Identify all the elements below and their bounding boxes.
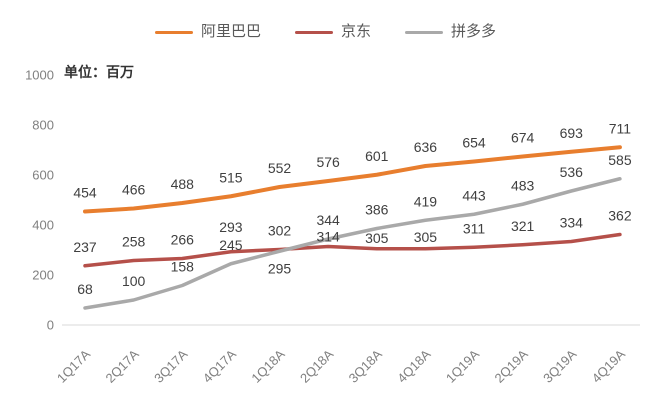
data-label-0-2: 488: [171, 176, 195, 192]
x-tick-label: 2Q18A: [297, 346, 336, 385]
data-label-2-5: 344: [316, 212, 340, 228]
data-label-2-1: 100: [122, 273, 146, 289]
data-label-2-2: 158: [171, 259, 195, 275]
y-tick-label: 600: [32, 168, 54, 183]
x-tick-label: 1Q19A: [443, 346, 482, 385]
data-label-1-8: 311: [463, 220, 486, 236]
series-line-0: [83, 145, 622, 214]
legend-label-jd: 京东: [340, 23, 371, 40]
legend-item-pdd[interactable]: 拼多多: [405, 22, 496, 42]
data-label-1-7: 305: [414, 229, 438, 245]
data-label-1-4: 302: [268, 223, 292, 239]
data-label-1-0: 237: [73, 239, 97, 255]
x-tick-label: 2Q17A: [103, 346, 142, 385]
x-tick-label: 2Q19A: [492, 346, 531, 385]
data-label-2-4: 295: [268, 260, 292, 276]
unit-label: 单位：百万: [64, 64, 134, 80]
x-tick-label: 3Q18A: [346, 346, 385, 385]
y-tick-label: 800: [32, 118, 54, 133]
legend-item-jd[interactable]: 京东: [294, 22, 371, 42]
chart-legend: 阿里巴巴 京东 拼多多: [0, 22, 651, 42]
data-label-2-6: 386: [365, 202, 389, 218]
data-label-0-10: 693: [560, 125, 584, 141]
jd-line-swatch: [294, 30, 333, 34]
x-tick-label: 1Q17A: [54, 346, 93, 385]
data-label-1-5: 314: [316, 229, 340, 245]
data-label-0-1: 466: [122, 182, 146, 198]
data-label-2-10: 536: [560, 164, 584, 180]
x-tick-label: 4Q18A: [394, 346, 433, 385]
data-label-2-9: 483: [511, 177, 535, 193]
series-line-2: [83, 177, 622, 310]
y-tick-label: 0: [47, 318, 54, 333]
data-label-1-6: 305: [365, 230, 389, 246]
x-tick-label: 3Q17A: [151, 346, 190, 385]
data-label-0-3: 515: [219, 169, 243, 185]
data-label-0-6: 601: [365, 148, 389, 164]
data-label-0-7: 636: [414, 139, 438, 155]
y-tick-label: 1000: [25, 68, 54, 83]
data-label-1-9: 321: [511, 218, 535, 234]
legend-label-alibaba: 阿里巴巴: [200, 23, 261, 40]
data-label-1-1: 258: [122, 234, 146, 250]
data-label-1-10: 334: [560, 215, 584, 231]
data-label-0-4: 552: [268, 160, 292, 176]
pdd-line-swatch: [405, 30, 443, 34]
series-line-1: [83, 232, 622, 268]
data-label-0-5: 576: [316, 154, 340, 170]
data-label-1-11: 362: [608, 208, 632, 224]
data-label-2-7: 419: [414, 193, 438, 209]
y-tick-label: 400: [32, 218, 54, 233]
data-label-2-0: 68: [77, 281, 93, 297]
data-label-2-8: 443: [462, 187, 486, 203]
x-tick-label: 4Q19A: [589, 346, 628, 385]
y-tick-label: 200: [32, 268, 54, 283]
data-label-0-9: 674: [511, 130, 535, 146]
data-label-1-3: 293: [219, 219, 243, 235]
alibaba-line-swatch: [154, 30, 193, 34]
data-label-2-3: 245: [219, 237, 243, 253]
data-label-0-11: 711: [609, 120, 632, 136]
x-tick-label: 3Q19A: [540, 346, 579, 385]
x-tick-label: 4Q17A: [200, 346, 239, 385]
data-label-2-11: 585: [608, 152, 632, 168]
data-label-0-8: 654: [462, 135, 486, 151]
legend-label-pdd: 拼多多: [451, 23, 497, 40]
data-label-0-0: 454: [73, 185, 97, 201]
x-tick-label: 1Q18A: [248, 346, 287, 385]
legend-item-alibaba[interactable]: 阿里巴巴: [154, 22, 261, 42]
data-label-1-2: 266: [171, 232, 195, 248]
